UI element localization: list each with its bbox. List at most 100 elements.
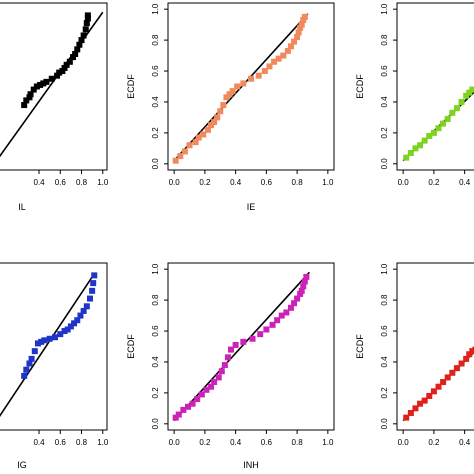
data-point — [263, 326, 270, 333]
data-point — [211, 379, 218, 386]
x-tick-label: 0.2 — [428, 178, 440, 187]
data-point — [208, 122, 215, 129]
data-point — [240, 338, 247, 345]
data-point — [80, 32, 87, 39]
data-point — [298, 21, 305, 28]
data-point — [228, 346, 235, 353]
data-point — [280, 52, 287, 59]
data-point — [67, 323, 74, 330]
data-point — [435, 383, 442, 390]
data-point — [298, 287, 305, 294]
data-point — [223, 94, 230, 101]
reference-line — [173, 271, 310, 422]
data-point — [232, 341, 239, 348]
data-point — [463, 355, 470, 362]
x-tick-label: 0.4 — [33, 438, 45, 447]
y-tick-label: 0.0 — [151, 418, 160, 430]
data-point — [30, 86, 37, 93]
data-point — [76, 41, 83, 48]
data-point — [303, 273, 310, 280]
reference-line — [0, 273, 95, 417]
data-point — [269, 321, 276, 328]
x-axis-label: IE — [247, 202, 256, 212]
data-point — [426, 392, 433, 399]
data-point — [403, 154, 410, 161]
data-point — [64, 326, 71, 333]
x-tick-label: 0.6 — [55, 438, 67, 447]
data-point — [189, 400, 196, 407]
data-point — [218, 368, 225, 375]
ecdf-panel-4: 0.4 0.6 0.8 1.0 IG — [0, 262, 109, 470]
data-point — [426, 132, 433, 139]
data-point — [59, 68, 66, 75]
y-tick-label: 0.8 — [380, 34, 389, 46]
data-point — [84, 15, 91, 22]
data-point — [31, 348, 38, 355]
data-point — [449, 369, 456, 376]
data-point — [63, 61, 70, 68]
y-tick-label: 1.0 — [151, 263, 160, 275]
data-point — [407, 409, 414, 416]
x-axis-label: IL — [18, 202, 26, 212]
y-tick-label: 1.0 — [380, 263, 389, 275]
data-point — [41, 337, 48, 344]
x-tick-label: 0.0 — [169, 438, 181, 447]
y-tick-label: 0.2 — [380, 127, 389, 139]
data-point — [217, 108, 224, 115]
plot-frame — [0, 2, 108, 171]
data-point — [297, 290, 304, 297]
plot-frame — [396, 2, 474, 171]
data-point — [23, 97, 30, 104]
data-point — [27, 91, 34, 98]
data-point — [234, 83, 241, 90]
data-point — [421, 397, 428, 404]
data-point — [403, 414, 410, 421]
x-tick-label: 1.0 — [97, 178, 109, 187]
data-point — [66, 58, 73, 65]
data-point — [271, 58, 278, 65]
data-point — [412, 145, 419, 152]
data-point — [255, 72, 262, 79]
x-tick-label: 1.0 — [322, 438, 334, 447]
data-point — [301, 278, 308, 285]
data-point — [224, 354, 231, 361]
x-tick-label: 0.8 — [292, 438, 304, 447]
x-tick-label: 1.0 — [322, 178, 334, 187]
data-point — [226, 91, 233, 98]
y-tick-label: 0.4 — [380, 96, 389, 108]
data-point — [70, 54, 77, 61]
data-point — [240, 80, 247, 87]
y-tick-label: 0.2 — [380, 387, 389, 399]
data-point — [172, 157, 179, 164]
data-point — [458, 360, 465, 367]
data-point — [287, 43, 294, 50]
data-point — [417, 400, 424, 407]
data-point — [284, 47, 291, 54]
data-point — [211, 119, 218, 126]
data-point — [46, 335, 53, 342]
data-point — [300, 17, 307, 24]
data-point — [440, 120, 447, 127]
y-tick-label: 0.6 — [380, 65, 389, 77]
x-tick-label: 0.6 — [55, 178, 67, 187]
x-tick-label: 1.0 — [97, 438, 109, 447]
y-axis-label: ECDF — [126, 334, 136, 359]
y-tick-label: 0.6 — [380, 325, 389, 337]
x-tick-label: 0.4 — [33, 178, 45, 187]
x-tick-label: 0.0 — [398, 178, 410, 187]
ecdf-panel-3: 0.0 0.2 0.4 0.0 0.2 0.4 0.6 0.8 1.0 ECDF — [355, 2, 474, 187]
data-point — [184, 403, 191, 410]
y-tick-label: 0.8 — [151, 294, 160, 306]
data-point — [215, 374, 222, 381]
y-tick-label: 0.0 — [380, 158, 389, 170]
data-point — [208, 383, 215, 390]
x-tick-label: 0.8 — [76, 178, 88, 187]
y-axis-label: ECDF — [355, 334, 365, 359]
data-point — [23, 366, 30, 373]
x-tick-label: 0.4 — [459, 438, 471, 447]
data-point — [78, 37, 85, 44]
y-tick-label: 0.4 — [151, 96, 160, 108]
data-point — [180, 406, 187, 413]
data-point — [214, 114, 221, 121]
